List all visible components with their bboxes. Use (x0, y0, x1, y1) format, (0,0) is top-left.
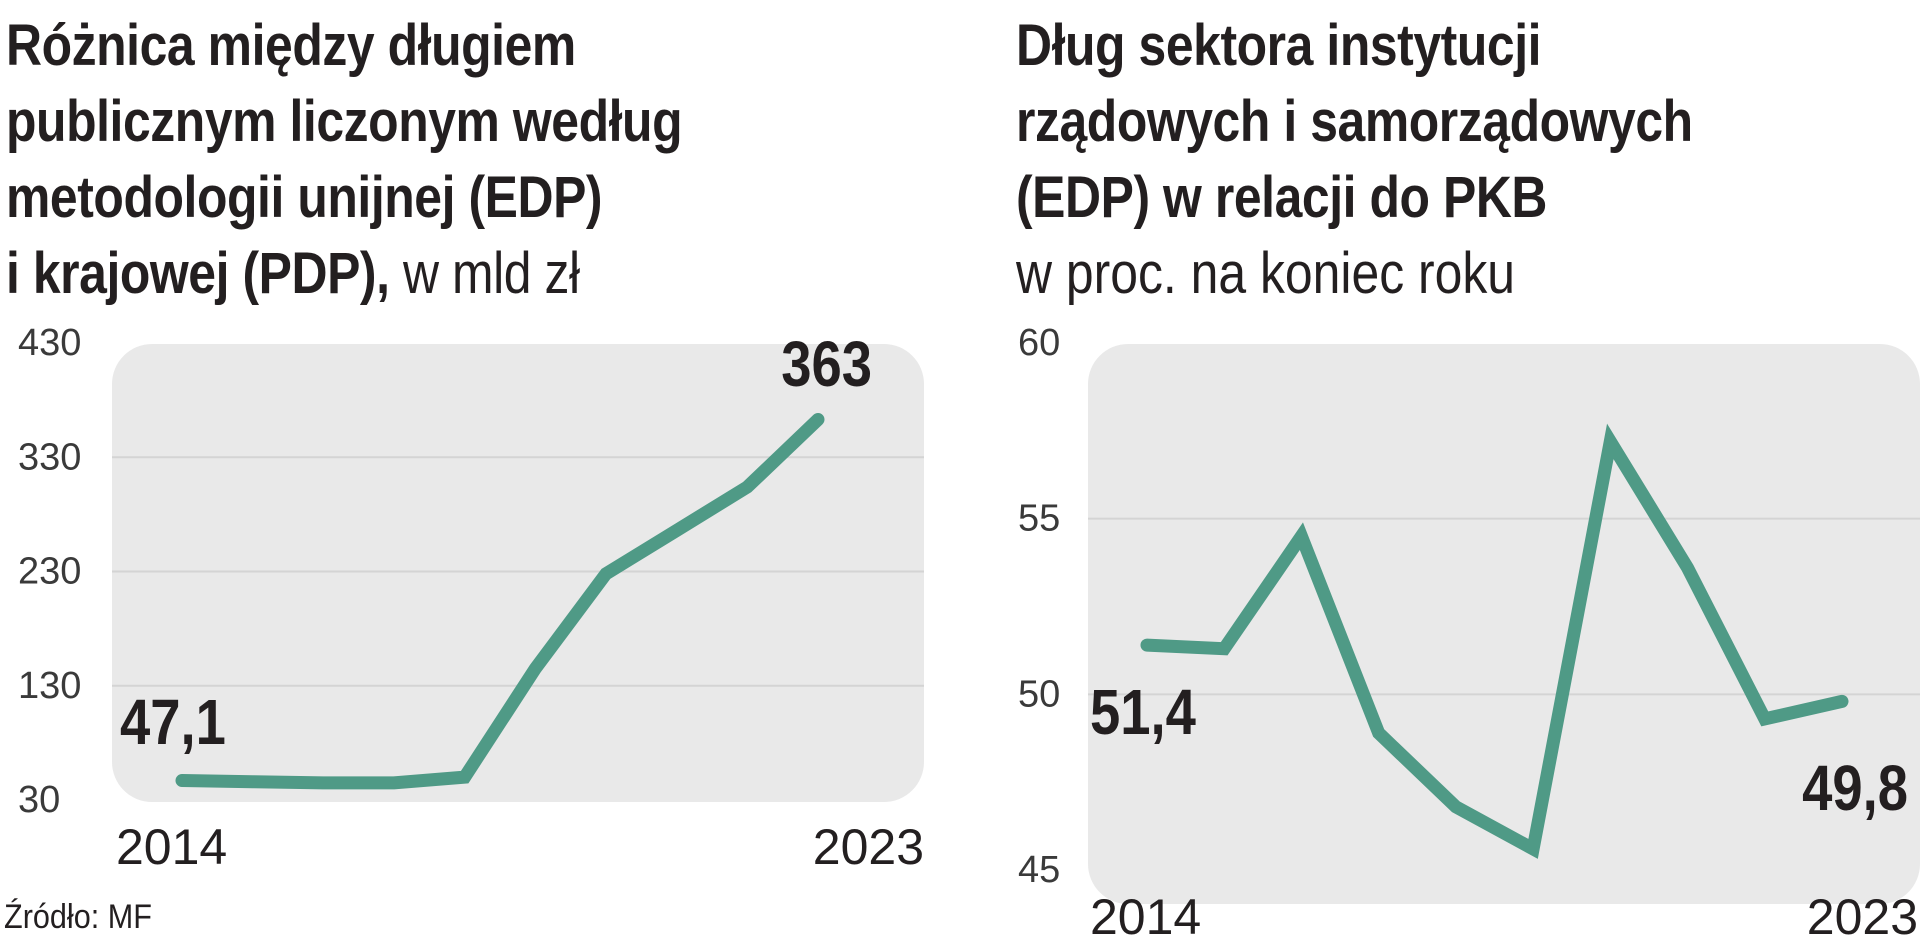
right-chart-panel: Dług sektora instytucji rządowych i samo… (1010, 0, 1920, 949)
left-y-tick-label: 330 (18, 436, 81, 478)
right-y-tick-label: 45 (1018, 849, 1060, 891)
left-chart-panel: Różnica między długiem publicznym liczon… (4, 8, 924, 936)
right-data-label-end: 49,8 (1802, 752, 1908, 824)
right-x-label-end: 2023 (1807, 889, 1918, 945)
right-title-line-1: Dług sektora instytucji (1016, 13, 1542, 78)
right-chart-subtitle: w proc. na koniec roku (1016, 241, 1516, 306)
right-series-line (1140, 423, 1849, 859)
left-title-line-4-bold: i krajowej (PDP), (6, 241, 390, 306)
right-x-label-start: 2014 (1090, 889, 1201, 945)
source-note: Źródło: MF (4, 898, 152, 936)
left-title-line-2: publicznym liczonym według (6, 89, 683, 154)
right-chart-title: Dług sektora instytucji rządowych i samo… (1016, 8, 1693, 236)
left-y-tick-label: 230 (18, 551, 81, 593)
left-title-line-1: Różnica między długiem (6, 13, 576, 78)
left-plot-background (112, 344, 924, 802)
right-y-tick-label: 55 (1018, 498, 1060, 540)
right-title-line-3: (EDP) w relacji do PKB (1016, 165, 1548, 230)
left-title-line-4: i krajowej (PDP), w mld zł (6, 236, 682, 312)
right-y-tick-label: 60 (1018, 322, 1060, 364)
left-data-label-start: 47,1 (120, 686, 226, 758)
right-plot-background (1088, 344, 1920, 904)
left-y-tick-label: 130 (18, 665, 81, 707)
left-x-label-end: 2023 (813, 819, 924, 875)
left-chart-svg: 430 330 230 130 30 2014 2023 47,1 363 (18, 322, 924, 875)
right-data-label-start: 51,4 (1090, 676, 1196, 748)
left-data-label-end: 363 (781, 328, 872, 400)
left-y-tick-label: 430 (18, 322, 81, 364)
left-x-label-start: 2014 (116, 819, 227, 875)
left-series-line (175, 413, 825, 790)
right-y-tick-label: 50 (1018, 673, 1060, 715)
left-chart-title: Różnica między długiem publicznym liczon… (6, 8, 683, 312)
right-title-line-2: rządowych i samorządowych (1016, 89, 1693, 154)
left-y-tick-label: 30 (18, 779, 60, 821)
right-chart-svg: 60 55 50 45 2014 2023 51,4 49,8 (1018, 322, 1920, 945)
left-title-line-3: metodologii unijnej (EDP) (6, 165, 603, 230)
left-title-unit: w mld zł (389, 241, 580, 306)
